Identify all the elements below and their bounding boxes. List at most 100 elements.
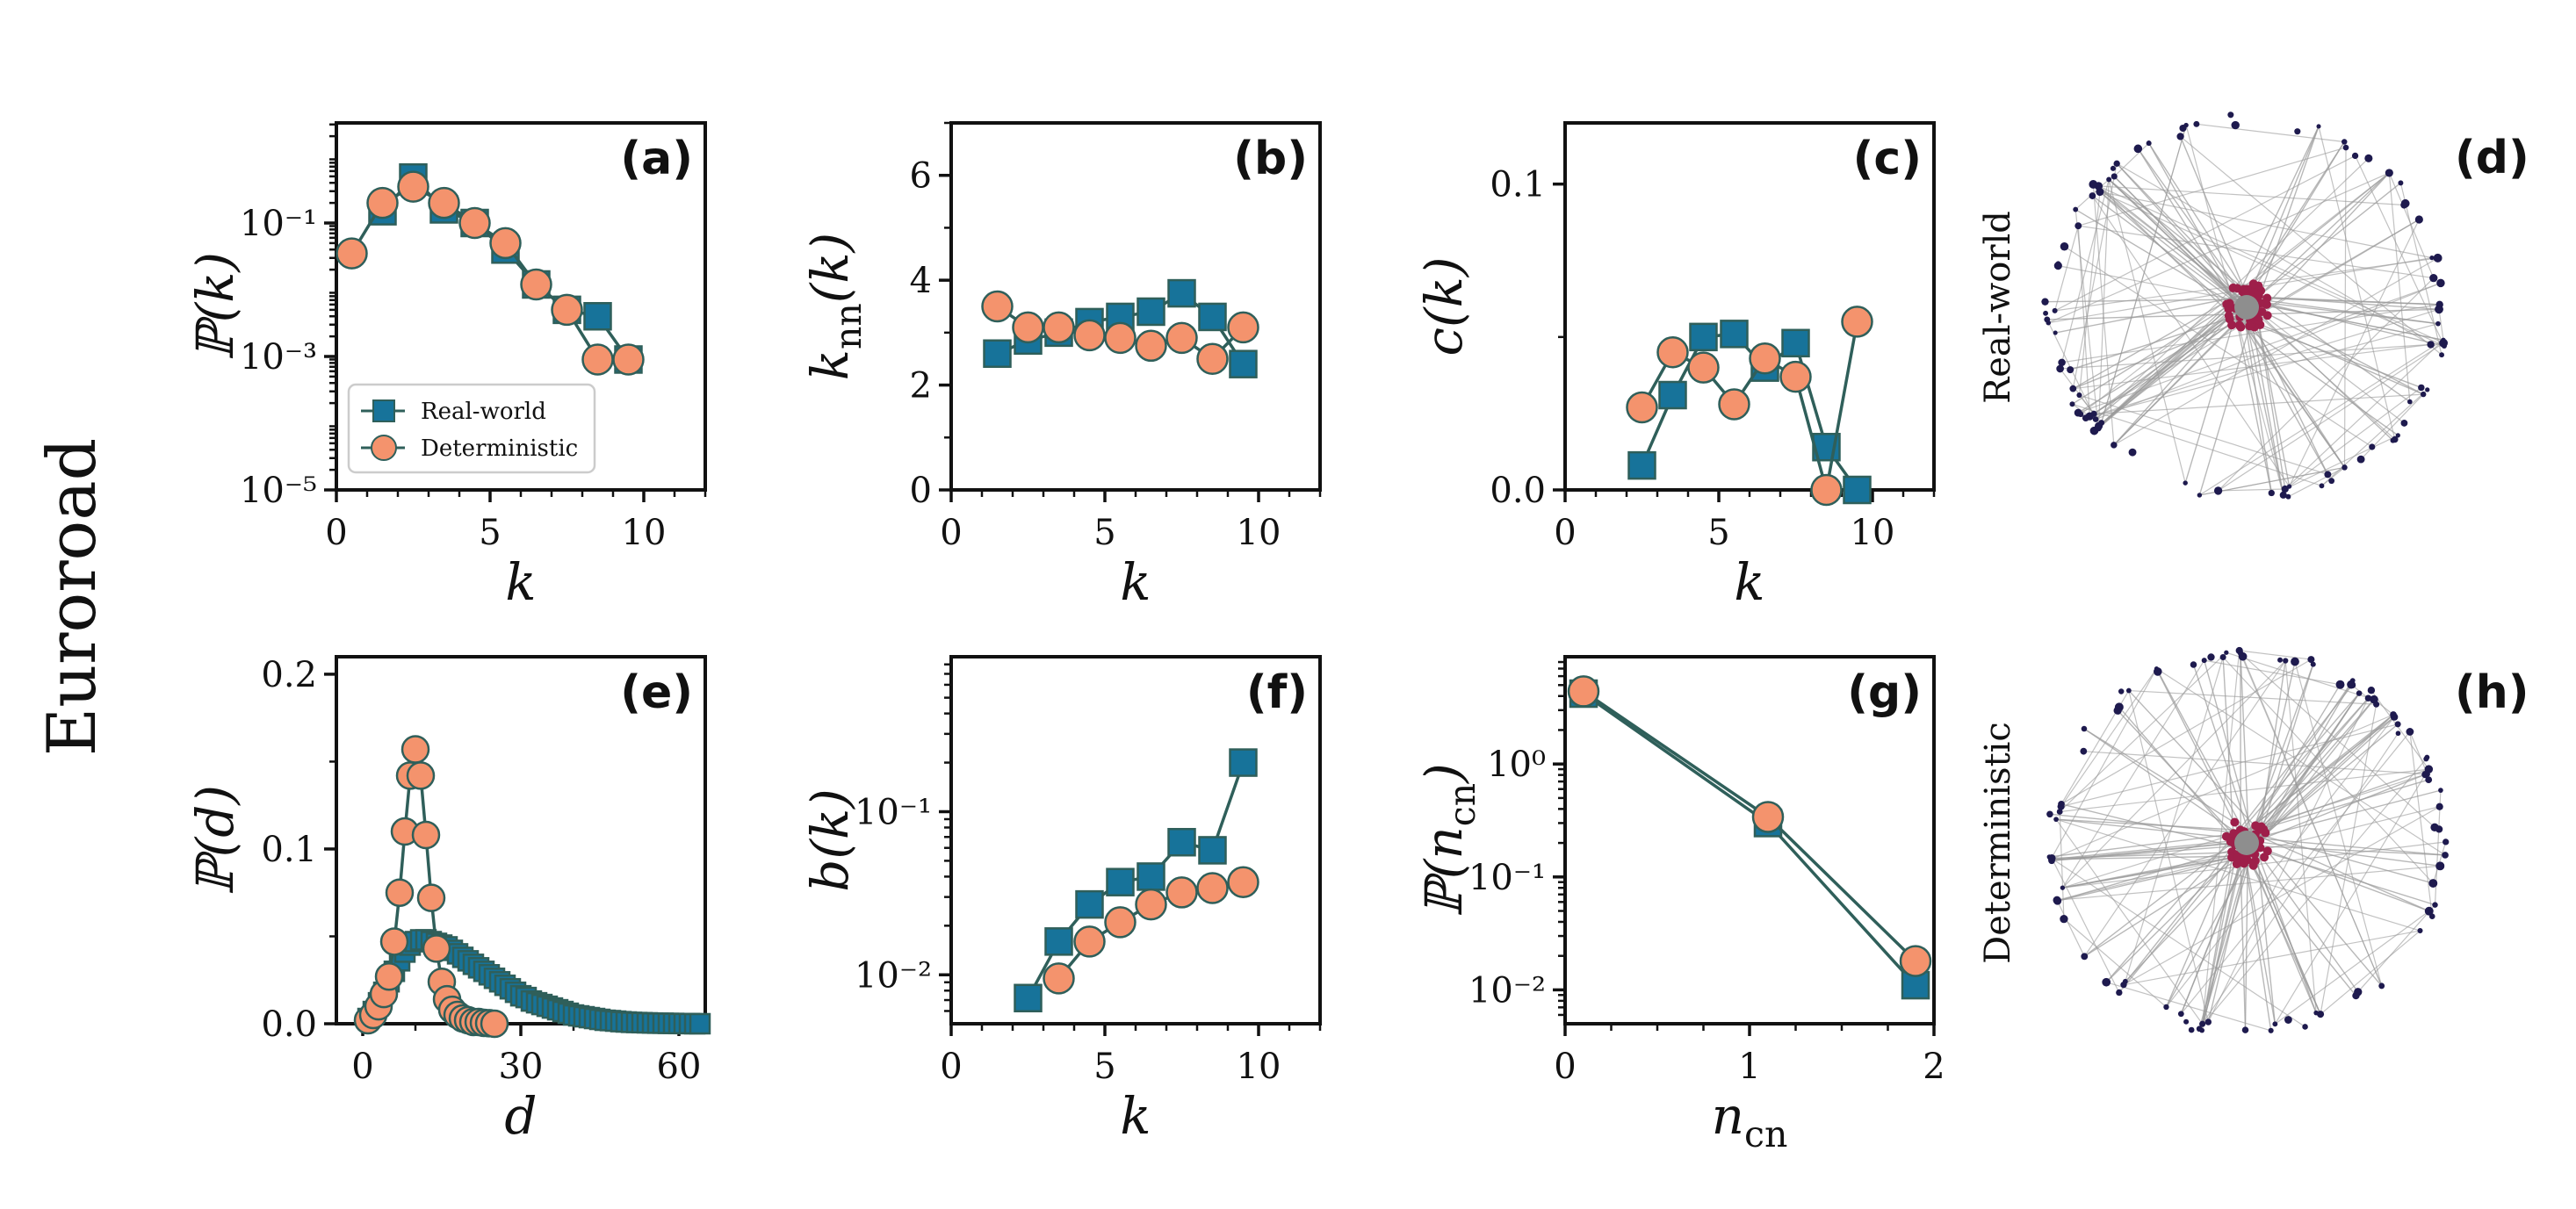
graph-node <box>2436 278 2445 288</box>
graph-node <box>2227 112 2234 119</box>
graph-edge <box>2248 843 2430 912</box>
data-point-square <box>583 301 612 331</box>
graph-node <box>2385 169 2393 177</box>
graph-edge <box>2360 393 2424 460</box>
graph-edge <box>2343 148 2347 468</box>
graph-edge <box>2248 838 2359 993</box>
graph-node <box>2238 651 2248 661</box>
series-deterministic-c <box>1626 306 1873 507</box>
data-point-circle <box>1899 945 1932 977</box>
graph-edge <box>2226 651 2370 699</box>
graph-node <box>2055 261 2061 267</box>
y-tick-label-e: 0.1 <box>261 830 317 870</box>
graph-edge <box>2245 299 2439 325</box>
graph-edge <box>2274 774 2426 1025</box>
series-real-world-e <box>357 929 711 1035</box>
graph-node <box>2407 399 2413 405</box>
graph-node <box>2417 928 2423 934</box>
graph-node <box>2046 810 2053 818</box>
x-tick-label-g: 2 <box>1923 1047 1945 1087</box>
graph-edge <box>2355 155 2445 347</box>
x-tick-label-a: 0 <box>325 513 347 553</box>
graph-edge <box>2116 162 2239 297</box>
graph-node <box>2224 650 2229 655</box>
graph-node <box>2414 215 2423 224</box>
graph-node <box>2067 366 2075 374</box>
graph-edge <box>2072 300 2236 405</box>
series-deterministic-a <box>336 170 645 376</box>
graph-node <box>2420 391 2427 398</box>
graph-edge <box>2148 142 2245 313</box>
chart-panel-f: 0 5 10 10⁻² 10⁻¹ k b(k) (f) <box>800 655 1322 1146</box>
graph-edge <box>2054 155 2356 312</box>
network-graph-deterministic <box>2046 646 2450 1033</box>
graph-edge <box>2056 899 2085 957</box>
graph-hub-node <box>2226 837 2235 846</box>
graph-edge <box>2108 178 2241 307</box>
graph-edge <box>2241 839 2277 1025</box>
graph-node <box>2183 1018 2190 1025</box>
graph-edge <box>2098 297 2248 427</box>
graph-edge <box>2248 295 2440 310</box>
graph-edge <box>2106 982 2271 1032</box>
y-axis-label-c: c(k) <box>1414 257 1474 356</box>
graph-node <box>2418 384 2425 392</box>
graph-node <box>2351 152 2359 160</box>
data-point-square <box>1136 297 1165 327</box>
graph-edge <box>2241 320 2346 468</box>
graph-node <box>2400 419 2408 427</box>
graph-node <box>2207 653 2215 661</box>
graph-node <box>2219 653 2226 660</box>
data-point-circle <box>416 883 446 912</box>
graph-edge <box>2060 768 2429 813</box>
graph-edge <box>2113 176 2245 308</box>
graph-edge <box>2245 837 2321 1015</box>
graph-edge <box>2113 142 2150 177</box>
graph-edge <box>2388 172 2411 402</box>
data-point-circle <box>1135 888 1167 921</box>
series-line-a <box>350 184 629 362</box>
graph-node <box>2427 341 2435 349</box>
chart-panel-a: 0 5 10 10⁻⁵ 10⁻³ 10⁻¹ k ℙ(k) (a) Real-world Determ… <box>185 121 707 612</box>
data-point-circle <box>1227 866 1259 898</box>
graph-node <box>2435 320 2441 327</box>
y-tick-label-b: 2 <box>910 366 932 407</box>
graph-node <box>2125 687 2132 694</box>
graph-node <box>2335 680 2345 689</box>
graph-node <box>2046 854 2053 860</box>
graph-edge <box>2050 668 2157 860</box>
graph-edge <box>2202 732 2399 1025</box>
graph-edge <box>2288 466 2345 498</box>
graph-edge <box>2248 664 2314 840</box>
graph-node <box>2074 408 2082 417</box>
graph-node <box>2111 442 2118 449</box>
graph-node <box>2092 416 2099 422</box>
y-tick-label-b: 4 <box>910 261 932 301</box>
graph-node <box>2102 977 2111 987</box>
data-point-circle <box>1012 311 1044 344</box>
panel-tag-e: (e) <box>620 666 693 719</box>
data-point-circle <box>1073 319 1106 352</box>
graph-edge <box>2235 844 2446 856</box>
graph-node <box>2197 493 2203 498</box>
graph-node <box>2106 176 2112 183</box>
x-tick-label-e: 0 <box>351 1047 373 1087</box>
graph-node <box>2241 1026 2249 1033</box>
graph-hub-node <box>2248 860 2258 870</box>
y-tick-label-a: 10⁻³ <box>240 337 317 378</box>
graph-edge <box>2083 838 2239 957</box>
graph-node <box>2400 198 2410 208</box>
graph-edge <box>2073 343 2431 390</box>
graph-node <box>2110 165 2117 171</box>
graph-edge <box>2258 714 2394 839</box>
graph-edge <box>2118 706 2245 852</box>
chart-panel-b: 0 5 10 0 2 4 6 k knn(k) (b) <box>800 121 1322 612</box>
data-point-square <box>1781 328 1810 358</box>
data-point-circle <box>336 237 368 270</box>
graph-edge <box>2116 162 2255 306</box>
graph-node <box>2356 455 2365 464</box>
graph-node <box>2190 661 2197 668</box>
graph-node <box>2430 823 2439 832</box>
y-tick-label-c: 0.0 <box>1490 471 1546 511</box>
data-point-circle <box>1656 336 1689 369</box>
